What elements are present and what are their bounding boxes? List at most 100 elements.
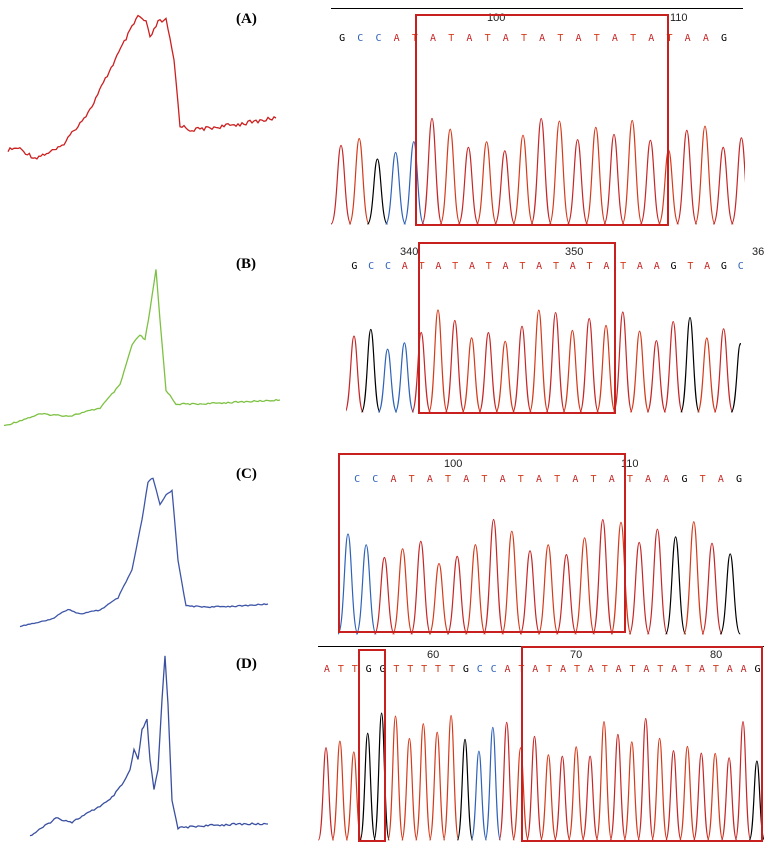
- chromatogram-peak: [609, 733, 627, 841]
- base-call-letter: C: [476, 664, 483, 675]
- chromatogram-peak: [410, 540, 432, 635]
- melt-curve-b: [3, 269, 281, 427]
- base-call-letter: A: [653, 261, 660, 272]
- base-call-letter: G: [351, 261, 358, 272]
- base-call-letter: T: [411, 33, 418, 44]
- chromatogram-peak: [446, 555, 468, 635]
- chromatogram-peak: [713, 328, 734, 413]
- base-call-letter: T: [557, 33, 564, 44]
- chromatogram-peak: [646, 340, 667, 413]
- chromatogram-peak: [665, 536, 687, 635]
- base-call-letter: T: [485, 261, 492, 272]
- chromatogram-peak: [595, 720, 613, 841]
- chromatogram-peak: [665, 750, 682, 841]
- base-call-letter: A: [536, 261, 543, 272]
- base-call-letter: T: [481, 474, 488, 485]
- base-call-letter: A: [539, 33, 546, 44]
- base-call-letter: T: [699, 474, 706, 485]
- chromatogram-peak: [331, 740, 349, 841]
- melt-curve-a: [7, 14, 277, 160]
- chromatogram-peak: [456, 738, 474, 841]
- chromatogram-peak: [355, 544, 377, 635]
- base-call-letter: T: [517, 474, 524, 485]
- chromatogram-peak: [428, 731, 446, 841]
- base-call-letter: T: [657, 664, 664, 675]
- position-label-d-70: 70: [570, 649, 583, 661]
- chromatogram-peak: [519, 550, 541, 635]
- base-call-letter: T: [593, 33, 600, 44]
- chromatogram-peak: [720, 757, 738, 841]
- chromatogram-peak: [394, 342, 415, 413]
- base-call-letter: C: [490, 664, 497, 675]
- chromatogram-peak: [562, 329, 583, 413]
- chromatogram-peak: [676, 129, 698, 225]
- chromatogram-peak: [403, 141, 425, 225]
- base-call-letter: A: [663, 474, 670, 485]
- chromatogram-peak: [415, 723, 432, 841]
- base-call-letter: G: [462, 664, 469, 675]
- base-call-letter: T: [435, 664, 442, 675]
- melt-curve-d: [29, 655, 269, 837]
- chromatogram-peak: [484, 726, 502, 841]
- base-call-letter: C: [372, 474, 379, 485]
- base-call-letter: A: [698, 664, 705, 675]
- repeat-highlight-box-b: [418, 242, 616, 414]
- base-call-letter: A: [463, 474, 470, 485]
- chromatogram-peak: [637, 717, 654, 841]
- chromatogram-peak: [478, 332, 499, 413]
- base-call-letter: T: [421, 664, 428, 675]
- position-label-b-340: 340: [400, 246, 419, 258]
- chromatogram-peak: [548, 120, 570, 225]
- base-call-letter: A: [643, 664, 650, 675]
- panel-label-d: (D): [236, 656, 257, 672]
- base-call-letter: A: [426, 474, 433, 485]
- chromatogram-peak: [585, 126, 607, 225]
- base-call-letter: A: [393, 33, 400, 44]
- base-call-letter: A: [401, 261, 408, 272]
- chromatogram-peak: [574, 537, 596, 635]
- chromatogram-peak: [498, 721, 515, 841]
- chromatogram-peak: [411, 331, 432, 413]
- chromatogram-peak: [596, 324, 616, 413]
- chromatogram-peak: [428, 309, 448, 413]
- base-call-letter: G: [721, 33, 728, 44]
- base-call-letter: A: [587, 664, 594, 675]
- base-call-letter: A: [502, 33, 509, 44]
- chromatogram-peak: [734, 720, 752, 841]
- base-call-letter: T: [351, 664, 358, 675]
- base-call-letter: C: [354, 474, 361, 485]
- chromatogram-peak: [359, 732, 376, 841]
- chromatogram-c: [338, 518, 741, 635]
- chromatogram-peak: [346, 335, 364, 413]
- chromatogram-peak: [360, 328, 381, 413]
- base-call-letter: A: [532, 664, 539, 675]
- position-label-d-80: 80: [710, 649, 723, 661]
- chromatogram-peak: [439, 128, 461, 225]
- base-call-letter: T: [601, 664, 608, 675]
- base-call-letter: T: [554, 474, 561, 485]
- base-call-letter: A: [608, 474, 615, 485]
- chromatogram-peak: [719, 553, 741, 635]
- base-call-letter: A: [468, 261, 475, 272]
- base-call-letter: A: [575, 33, 582, 44]
- chromatogram-peak: [392, 548, 414, 635]
- chromatogram-peak: [348, 138, 370, 225]
- panel-label-b: (B): [236, 256, 256, 272]
- chromatogram-peak: [330, 144, 352, 225]
- chromatogram-peak: [623, 741, 641, 841]
- base-call-letter: A: [569, 261, 576, 272]
- chromatogram-peak: [680, 316, 700, 413]
- chromatogram-peak: [537, 544, 559, 635]
- base-call-letter: G: [339, 33, 346, 44]
- chromatogram-peak: [693, 752, 710, 841]
- base-call-letter: A: [502, 261, 509, 272]
- base-call-letter: A: [535, 474, 542, 485]
- base-call-letter: T: [452, 261, 459, 272]
- base-call-letter: T: [712, 664, 719, 675]
- base-call-letter: A: [611, 33, 618, 44]
- chromatogram-peak: [603, 133, 625, 225]
- base-call-letter: A: [645, 474, 652, 485]
- position-label-d-60: 60: [427, 649, 440, 661]
